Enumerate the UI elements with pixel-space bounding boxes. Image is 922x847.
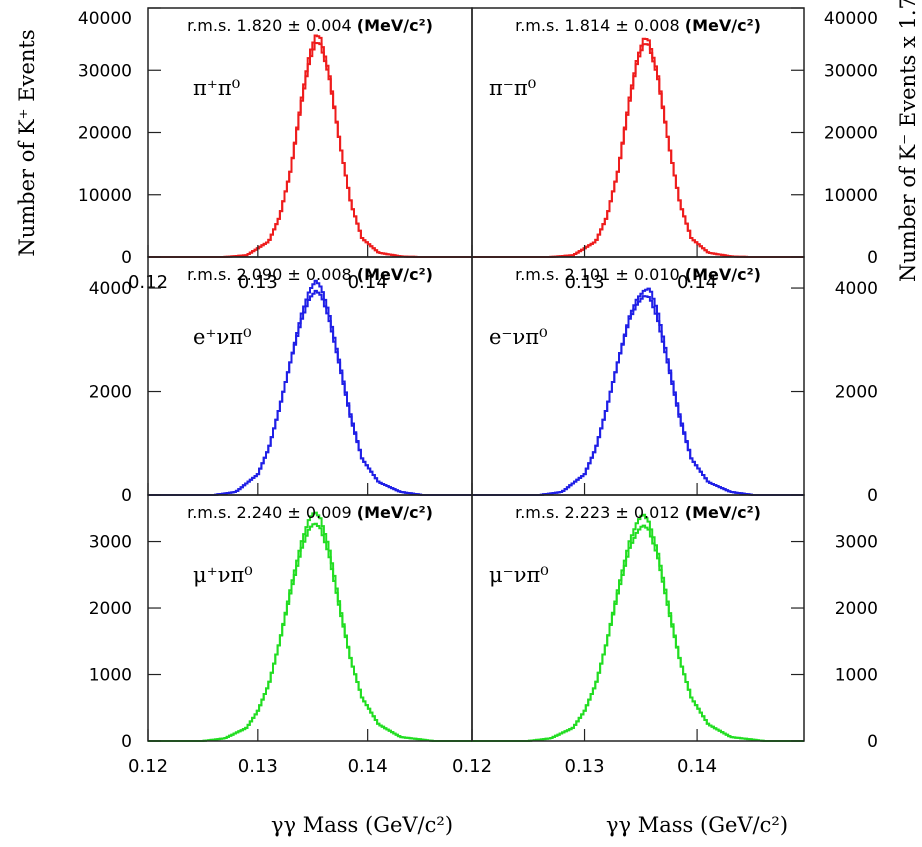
y-tick-label: 0: [867, 248, 878, 268]
rms-annotation: r.m.s. 2.223 ± 0.012 (MeV/c²): [515, 503, 761, 522]
x-tick-label: 0.13: [238, 272, 278, 293]
series-line-1: [472, 37, 804, 258]
panel-km-pipi0: 0 10000 20000 30000 40000 0.13 0.14 r.m.s. 1.81…: [471, 7, 878, 293]
y-tick-label: 2000: [835, 599, 878, 619]
panel-kp-munupi0: 0 1000 2000 3000 0.12 0.13 0.14 r.m.s. 2.240 ± …: [89, 494, 473, 777]
y-tick-label: 30000: [824, 61, 878, 81]
plot-frame: [471, 494, 805, 742]
rms-annotation: r.m.s. 2.090 ± 0.008 (MeV/c²): [187, 265, 433, 284]
x-tick-label: 0.13: [565, 272, 605, 293]
y-tick-label: 20000: [78, 124, 132, 144]
rms-annotation: r.m.s. 1.820 ± 0.004 (MeV/c²): [187, 16, 433, 35]
x-tick-label: 0.14: [348, 272, 388, 293]
x-tick-label: 0.13: [565, 756, 605, 777]
y-tick-label: 10000: [824, 186, 878, 206]
series-line-1: [148, 279, 472, 496]
plot-frame: [471, 256, 805, 496]
y-tick-label: 1000: [89, 666, 132, 686]
y-axis-title-left: Number of K⁺ Events: [15, 29, 39, 256]
y-tick-label: 0: [867, 486, 878, 506]
x-tick-label: 0.13: [238, 756, 278, 777]
rms-annotation: r.m.s. 1.814 ± 0.008 (MeV/c²): [515, 16, 761, 35]
y-tick-label: 3000: [835, 533, 878, 553]
x-tick-label: 0.12: [452, 756, 492, 777]
channel-label: π⁺π⁰: [193, 76, 240, 100]
channel-label: μ⁻νπ⁰: [489, 563, 549, 587]
y-tick-label: 20000: [824, 124, 878, 144]
x-tick-label: 0.12: [128, 756, 168, 777]
panel-kp-enupi0: 0 2000 4000 r.m.s. 2.090 ± 0.008 (MeV/c²) e⁺…: [89, 256, 473, 506]
x-axis-title-left: γγ Mass (GeV/c²): [271, 813, 453, 837]
y-tick-label: 1000: [835, 666, 878, 686]
y-tick-label: 40000: [78, 9, 132, 29]
y-tick-label: 2000: [89, 383, 132, 403]
plot-frame: [471, 7, 805, 258]
panel-km-enupi0: 0 2000 4000 r.m.s. 2.101 ± 0.010 (MeV/c²) e⁻…: [471, 256, 878, 506]
y-tick-label: 4000: [835, 279, 878, 299]
y-tick-label: 40000: [824, 9, 878, 29]
plot-frame: [147, 7, 473, 258]
y-tick-label: 10000: [78, 186, 132, 206]
channel-label: π⁻π⁰: [489, 76, 536, 100]
x-axis-title-right: γγ Mass (GeV/c²): [606, 813, 788, 837]
channel-label: e⁻νπ⁰: [489, 325, 548, 349]
series-line-1: [472, 287, 804, 496]
y-tick-label: 30000: [78, 61, 132, 81]
series-line-1: [148, 34, 472, 258]
plot-frame: [147, 494, 473, 742]
channel-label: μ⁺νπ⁰: [193, 563, 253, 587]
y-tick-label: 0: [121, 486, 132, 506]
y-tick-label: 0: [121, 732, 132, 752]
panel-km-munupi0: 0 1000 2000 3000 0.12 0.13 0.14 r.m.s. 2.223 ± …: [452, 494, 878, 777]
channel-label: e⁺νπ⁰: [193, 325, 252, 349]
series-line-1: [148, 511, 472, 742]
y-tick-label: 2000: [89, 599, 132, 619]
x-tick-label: 0.14: [677, 272, 717, 293]
series-line-2: [472, 295, 804, 496]
y-tick-label: 0: [121, 248, 132, 268]
y-tick-label: 0: [867, 732, 878, 752]
y-axis-title-right: Number of K⁻ Events x 1.78: [896, 0, 920, 282]
series-line-1: [472, 513, 804, 742]
y-tick-label: 2000: [835, 383, 878, 403]
rms-annotation: r.m.s. 2.101 ± 0.010 (MeV/c²): [515, 265, 761, 284]
series-line-2: [472, 524, 804, 742]
series-line-2: [148, 289, 472, 496]
y-tick-label: 4000: [89, 279, 132, 299]
x-tick-label: 0.14: [677, 756, 717, 777]
rms-annotation: r.m.s. 2.240 ± 0.009 (MeV/c²): [187, 503, 433, 522]
series-line-2: [148, 522, 472, 742]
x-tick-label: 0.14: [348, 756, 388, 777]
y-tick-label: 3000: [89, 533, 132, 553]
